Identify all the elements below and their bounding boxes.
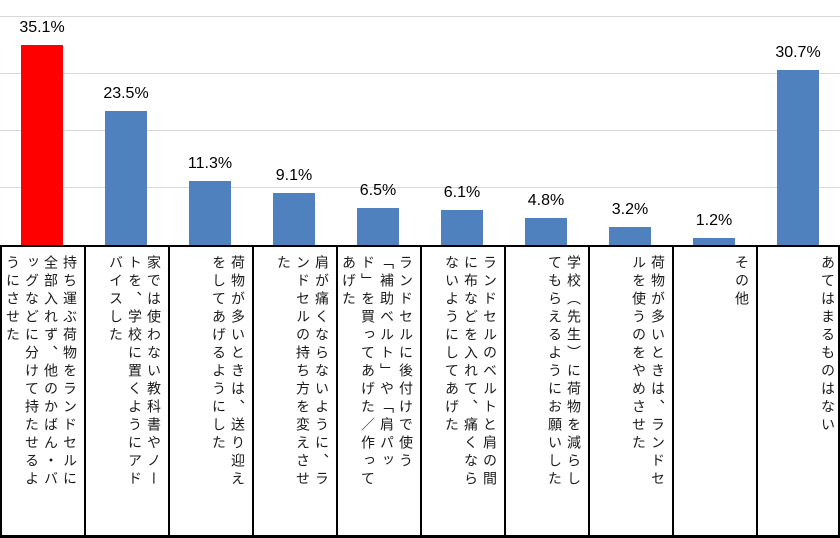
category-label-cell: ランドセルのベルトと肩の間に布などを入れて、痛くならないようにしてあげた: [422, 247, 506, 535]
bar-column: 9.1%: [252, 0, 336, 245]
category-label-cell: 肩が痛くならないように、ランドセルの持ち方を変えさせた: [254, 247, 338, 535]
category-label-cell: 持ち運ぶ荷物をランドセルに全部入れず、他のかばん・バッグなどに分けて持たせるよう…: [2, 247, 86, 535]
bar: [525, 217, 567, 245]
category-label-cell: ランドセルに後付けで使う「補助ベルト」や「肩パッド」を買ってあげた／作ってあげた: [338, 247, 422, 535]
bar: [441, 210, 483, 245]
bar-column: 11.3%: [168, 0, 252, 245]
bar-value-label: 4.8%: [527, 191, 565, 209]
bar-column: 3.2%: [588, 0, 672, 245]
category-label-cell: その他: [674, 247, 758, 535]
bar: [693, 238, 735, 245]
bar-value-label: 6.1%: [443, 184, 481, 202]
bar-column: 6.5%: [336, 0, 420, 245]
bar: [105, 111, 147, 245]
plot-area: 35.1% 23.5% 11.3% 9.1% 6.5% 6.1% 4.8% 3.2% 1.2% 3…: [0, 0, 840, 245]
bar: [273, 193, 315, 245]
bar: [609, 226, 651, 245]
gridline-10pct: [0, 187, 840, 188]
bar-value-label: 1.2%: [695, 212, 733, 230]
bar-column: 23.5%: [84, 0, 168, 245]
category-label-cell: 荷物が多いときは、送り迎えをしてあげるようにした: [170, 247, 254, 535]
category-label-table: 持ち運ぶ荷物をランドセルに全部入れず、他のかばん・バッグなどに分けて持たせるよう…: [0, 245, 840, 538]
bar-column: 30.7%: [756, 0, 840, 245]
bar-value-label: 9.1%: [275, 167, 313, 185]
category-label-cell: あてはまるものはない: [820, 255, 836, 435]
category-label-cell: 荷物が多いときは、ランドセルを使うのをやめさせた: [590, 247, 674, 535]
bar-value-label: 11.3%: [187, 154, 233, 172]
category-label-cell: 家では使わない教科書やノートを、学校に置くようにアドバイスした: [86, 247, 170, 535]
category-label-cell: 学校（先生）に荷物を減らしてもらえるようにお願いした: [506, 247, 590, 535]
bar-column: 35.1%: [0, 0, 84, 245]
gridline-30pct: [0, 73, 840, 74]
gridline-20pct: [0, 130, 840, 131]
bar-column: 6.1%: [420, 0, 504, 245]
gridline-40pct: [0, 16, 840, 17]
bar-value-label: 6.5%: [359, 181, 397, 199]
bar: [189, 180, 231, 245]
bar-value-label: 30.7%: [775, 44, 821, 62]
bar: [777, 70, 819, 245]
bar-value-label: 3.2%: [611, 200, 649, 218]
bar-value-label: 35.1%: [19, 18, 65, 36]
bar-column: 1.2%: [672, 0, 756, 245]
bar-value-label: 23.5%: [103, 85, 149, 103]
bar: [357, 207, 399, 245]
bar: [21, 44, 63, 245]
bar-column: 4.8%: [504, 0, 588, 245]
